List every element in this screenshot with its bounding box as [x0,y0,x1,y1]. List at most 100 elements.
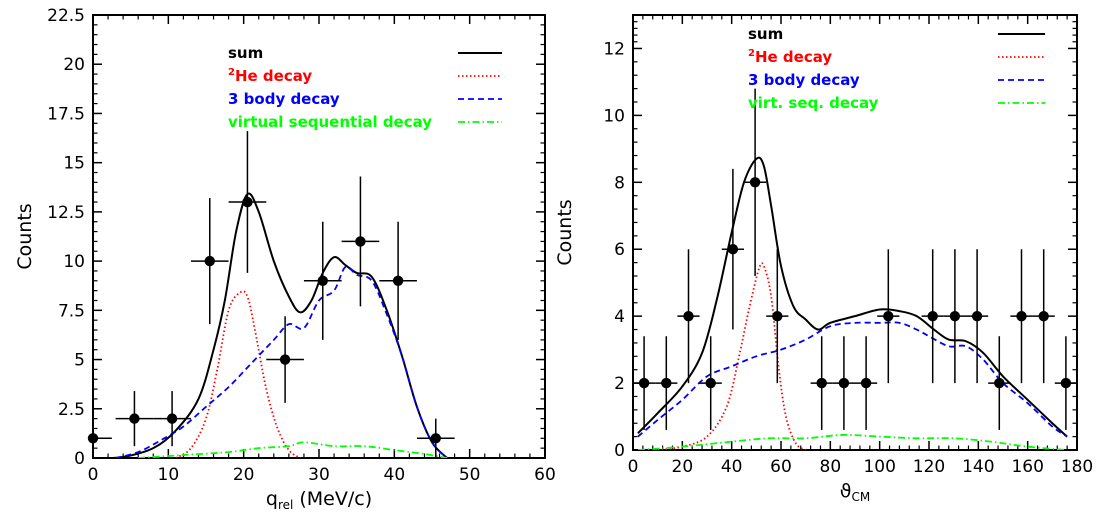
data-point [683,310,694,322]
x-tick-label: 30 [308,465,330,485]
y-tick-label: 8 [614,173,625,193]
y-axis-title: Counts [554,199,576,265]
x-axis-title-subscript: rel [278,498,293,512]
legend-label: virtual sequential decay [228,113,432,131]
data-point [971,310,983,322]
data-point [279,354,291,365]
x-tick-label: 120 [913,457,945,477]
y-tick-label: 12.5 [47,203,85,223]
legend-label-text: He decay [755,48,832,66]
x-tick-label: 40 [721,457,743,477]
data-point [392,275,404,286]
data-point [355,236,366,247]
data-point [317,275,328,286]
legend-label-text: He decay [235,67,312,85]
left-panel: 0 10 20 30 40 50 60 0 2.5 5 7.5 10 12.5 15 17.5 20 22.5 C… [14,6,556,512]
data-point [860,377,872,389]
y-tick-label: 2.5 [58,400,85,420]
legend-label-superscript: 2 [748,48,755,59]
legend-label: 2He decay [748,48,832,66]
data-point [1016,310,1027,322]
y-tick-label: 15 [63,154,85,174]
series-line-solid [637,156,1068,438]
y-tick-label: 10 [603,106,625,126]
y-tick-label: 10 [63,252,85,272]
series-line-solid [100,192,448,458]
legend-label: 3 body decay [748,71,860,89]
series-line-dashed [115,265,448,458]
legend-label: virt. seq. decay [748,94,879,112]
y-tick-label: 0 [614,441,625,461]
x-tick-label: 100 [863,457,895,477]
x-tick-label: 60 [770,457,792,477]
x-tick-label: 80 [820,457,842,477]
right-panel: 0 20 40 60 80 100 120 140 160 180 0 2 4 6 8 10 12 Counts ϑ… [554,14,1093,504]
plot-frame [92,14,546,459]
x-tick-label: 0 [88,465,99,485]
data-point [705,377,716,389]
legend-label: 2He decay [228,67,312,85]
data-point [994,377,1005,389]
series-line-dotted [657,262,807,450]
x-tick-label: 0 [628,457,639,477]
x-axis-title-main: ϑ [840,480,852,502]
data-points [633,88,1077,430]
x-tick-label: 10 [158,465,180,485]
data-point [638,377,650,389]
data-point [749,177,761,188]
curves [100,192,448,458]
curves [637,156,1068,450]
y-tick-label: 22.5 [47,6,85,26]
legend: sum 2He decay 3 body decay virtual sequenti… [228,44,502,131]
data-points [87,131,455,458]
data-point [129,413,140,424]
y-tick-label: 2 [614,374,625,394]
data-point [727,244,739,255]
y-tick-label: 6 [614,240,625,260]
data-point [883,310,894,322]
legend-label-superscript: 2 [228,67,235,78]
data-point [166,413,178,424]
x-tick-label: 50 [459,465,481,485]
y-tick-label: 5 [74,351,85,371]
x-axis-title: ϑCM [840,480,871,504]
y-tick-label: 0 [74,449,85,469]
y-tick-label: 4 [614,307,625,327]
data-point [87,433,99,444]
legend: sum 2He decay 3 body decay virt. seq. decay [748,25,1045,112]
x-tick-label: 20 [672,457,694,477]
data-point [838,377,850,389]
y-tick-label: 20 [63,55,85,75]
series-line-dotted [175,290,301,458]
y-axis-title: Counts [14,203,36,269]
x-tick-label: 20 [233,465,255,485]
data-point [661,377,672,389]
x-axis-title: qrel (MeV/c) [266,488,372,512]
plot-frame [632,14,1078,451]
legend-label: 3 body decay [228,90,340,108]
data-point [816,377,827,389]
y-tick-label: 17.5 [47,104,85,124]
data-point [772,310,783,322]
x-tick-label: 60 [534,465,556,485]
data-point [1060,377,1072,389]
legend-label: sum [748,25,783,43]
data-point [927,310,938,322]
x-tick-label: 180 [1061,457,1093,477]
series-line-dashdot [637,434,1068,450]
data-point [430,433,441,444]
x-axis-title-subscript: CM [852,490,871,504]
legend-label: sum [228,44,263,62]
x-tick-label: 40 [384,465,406,485]
x-tick-label: 140 [962,457,994,477]
data-point [1038,310,1049,322]
x-axis-title-unit: (MeV/c) [293,488,372,510]
x-axis-title-main: q [266,488,278,510]
data-point [204,255,215,267]
data-point [242,196,253,208]
series-line-dashdot [138,441,448,458]
x-tick-label: 160 [1011,457,1043,477]
y-tick-label: 7.5 [58,301,85,321]
series-line-dashed [637,321,1068,438]
